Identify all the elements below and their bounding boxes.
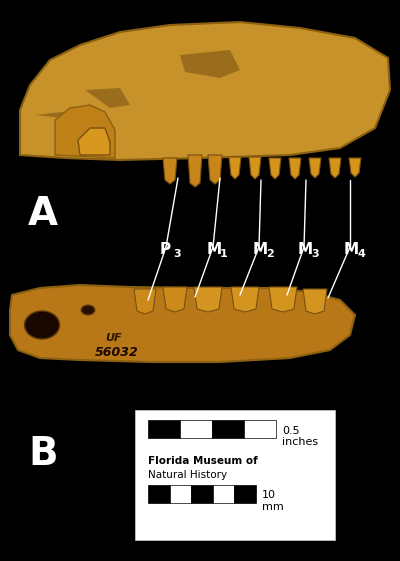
Text: 3: 3 bbox=[311, 249, 319, 259]
Bar bbox=[191, 485, 213, 503]
Polygon shape bbox=[208, 155, 222, 184]
Polygon shape bbox=[269, 158, 281, 179]
Polygon shape bbox=[20, 22, 390, 160]
Polygon shape bbox=[10, 285, 355, 362]
Bar bbox=[135, 410, 335, 540]
Polygon shape bbox=[229, 157, 241, 179]
Text: inches: inches bbox=[282, 437, 318, 447]
Bar bbox=[212, 420, 244, 438]
Bar bbox=[244, 420, 276, 438]
Text: B: B bbox=[28, 435, 58, 473]
Polygon shape bbox=[231, 287, 259, 312]
Text: M: M bbox=[344, 242, 359, 257]
Polygon shape bbox=[163, 158, 177, 184]
Polygon shape bbox=[188, 155, 202, 187]
Polygon shape bbox=[249, 157, 261, 179]
Text: 10: 10 bbox=[262, 490, 276, 500]
Polygon shape bbox=[289, 158, 301, 179]
Text: 3: 3 bbox=[173, 249, 181, 259]
Polygon shape bbox=[269, 287, 297, 312]
Text: mm: mm bbox=[262, 502, 284, 512]
Text: 2: 2 bbox=[266, 249, 274, 259]
Polygon shape bbox=[134, 289, 156, 314]
Bar bbox=[213, 485, 234, 503]
Polygon shape bbox=[163, 287, 187, 312]
Ellipse shape bbox=[24, 311, 60, 339]
Bar bbox=[170, 485, 191, 503]
Polygon shape bbox=[85, 88, 130, 108]
Text: M: M bbox=[298, 242, 313, 257]
Polygon shape bbox=[303, 289, 327, 314]
Bar bbox=[234, 485, 256, 503]
Text: M: M bbox=[207, 242, 222, 257]
Text: 1: 1 bbox=[220, 249, 228, 259]
Ellipse shape bbox=[81, 305, 95, 315]
Polygon shape bbox=[349, 158, 361, 177]
Text: A: A bbox=[28, 195, 58, 233]
Polygon shape bbox=[329, 158, 341, 178]
Text: P: P bbox=[160, 242, 171, 257]
Text: 0.5: 0.5 bbox=[282, 426, 300, 436]
Text: M: M bbox=[253, 242, 268, 257]
Text: UF: UF bbox=[105, 333, 122, 343]
Polygon shape bbox=[194, 287, 222, 312]
Text: Natural History: Natural History bbox=[148, 470, 227, 480]
Polygon shape bbox=[35, 108, 95, 140]
Polygon shape bbox=[55, 105, 115, 158]
Text: Florida Museum of: Florida Museum of bbox=[148, 456, 258, 466]
Polygon shape bbox=[309, 158, 321, 178]
Text: 4: 4 bbox=[357, 249, 365, 259]
Bar bbox=[180, 420, 212, 438]
Text: 56032: 56032 bbox=[95, 346, 139, 358]
Polygon shape bbox=[180, 50, 240, 78]
Polygon shape bbox=[78, 128, 110, 155]
Bar bbox=[148, 485, 170, 503]
Bar bbox=[148, 420, 180, 438]
